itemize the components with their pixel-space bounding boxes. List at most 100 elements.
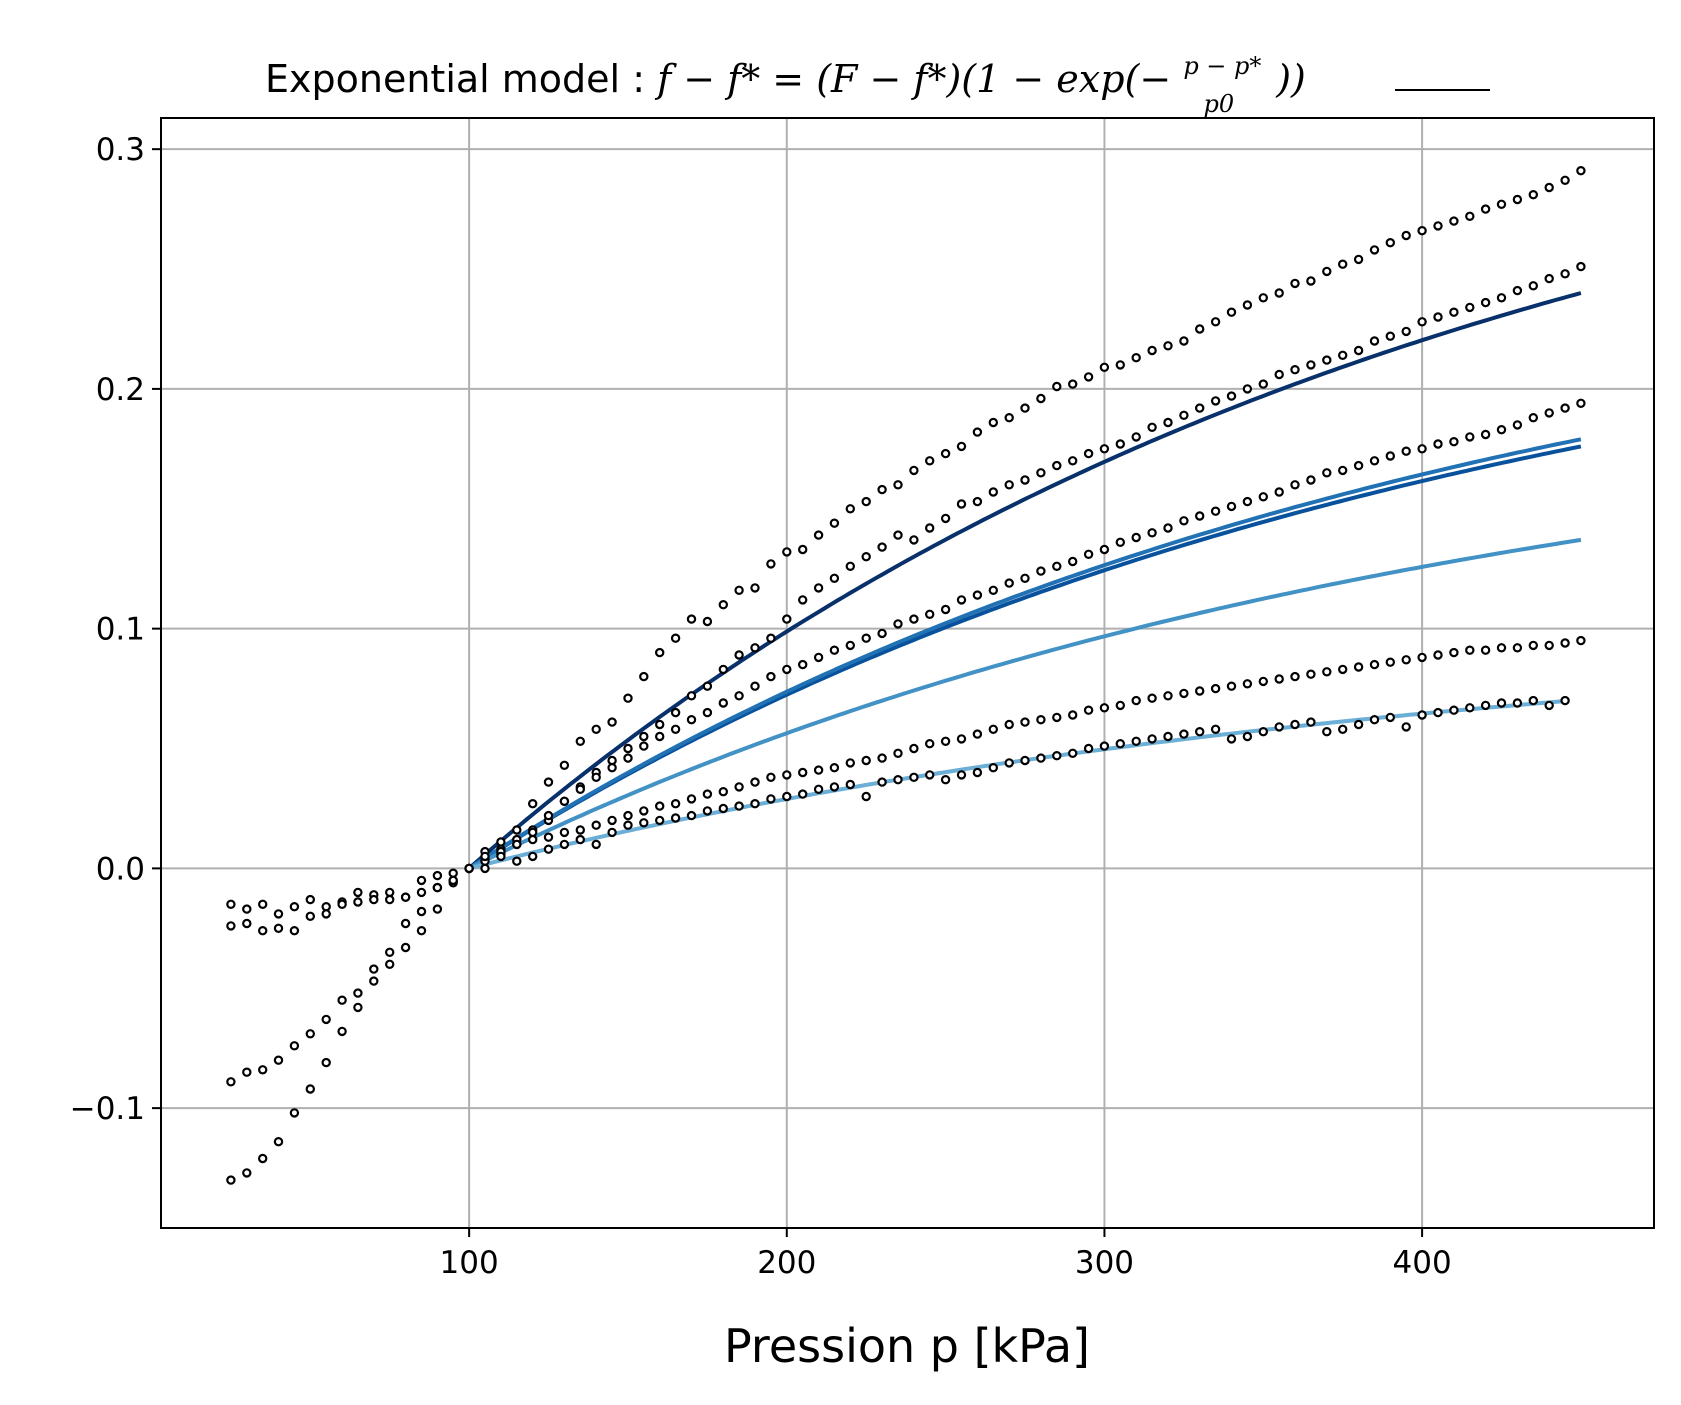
data-point [1099,741,1110,751]
data-point [1433,707,1443,718]
data-point [512,856,522,866]
data-point [559,839,570,850]
data-point [766,633,776,643]
data-point [1179,336,1189,346]
data-point [1465,211,1475,221]
data-point [289,926,300,936]
data-point [718,664,729,675]
data-point [893,480,903,490]
data-point [782,664,792,675]
data-point [1131,695,1141,706]
data-point [1147,734,1157,744]
data-point [655,815,665,826]
data-point [289,1041,300,1051]
data-point [575,736,586,747]
data-point [623,820,633,830]
data-point [861,552,871,562]
data-point [702,707,713,718]
data-point [1496,293,1507,303]
fit-curve [468,698,1569,871]
data-point [1417,652,1427,663]
data-point [416,926,427,936]
data-point [1576,635,1586,646]
data-point [1560,403,1570,413]
data-point [1052,751,1062,761]
data-point [591,820,601,830]
data-point [1242,300,1253,310]
data-point [877,628,887,639]
data-point [543,777,554,787]
data-point [718,803,729,814]
data-point [543,832,554,842]
data-point [1036,393,1046,404]
fit-curves [467,291,1582,871]
data-point [1369,659,1380,670]
data-point [1353,719,1364,730]
data-point [1210,396,1221,406]
data-point [845,640,856,651]
data-point [1052,712,1062,723]
data-point [1496,698,1507,708]
data-point [1353,254,1364,265]
data-point [972,496,983,507]
data-point [1337,465,1348,476]
data-point [432,904,443,914]
data-point [1258,727,1269,737]
x-axis: 100 200 300 400 [440,1228,1452,1281]
data-point [909,743,919,754]
data-point [925,770,935,780]
data-point [940,604,951,615]
data-point [1274,288,1284,298]
data-point [1099,544,1110,555]
data-point [1417,317,1427,327]
data-point [1401,655,1411,665]
data-point [670,707,681,718]
data-point [607,815,617,826]
data-point [782,547,792,557]
data-point [829,518,840,528]
data-point [1322,468,1332,478]
data-point [1306,360,1316,370]
data-point [1226,734,1237,744]
data-point [1242,679,1253,689]
data-point [1179,729,1189,739]
data-point [226,921,236,931]
data-point [1449,216,1459,226]
data-point [1226,501,1237,512]
data-point [1258,676,1269,687]
data-point [1131,532,1141,543]
data-point [1417,444,1427,454]
data-point [1067,379,1078,389]
data-point [940,448,951,459]
data-point [1067,556,1078,567]
data-point [1528,189,1539,200]
data-point [956,595,967,605]
data-point [750,799,760,809]
data-point [877,753,887,763]
data-point [1036,566,1046,576]
data-point [988,724,999,735]
x-tick-label: 400 [1393,1245,1452,1281]
data-point [1480,645,1491,655]
y-tick-label: −0.1 [70,1091,145,1127]
data-point [702,789,713,799]
y-axis: −0.1 0.0 0.1 0.2 0.3 [70,132,161,1127]
data-point [416,875,427,886]
data-point [353,887,363,898]
data-point [686,614,697,624]
data-point [686,715,697,725]
data-point [877,542,887,552]
data-point [829,763,840,773]
data-point [1465,645,1475,655]
data-point [1401,230,1411,241]
data-point [893,748,903,759]
data-point [988,487,999,497]
data-point [305,1084,315,1094]
data-point [1226,681,1237,691]
data-point [258,899,268,910]
data-point [1369,336,1380,346]
data-point [877,484,887,495]
data-point [1306,669,1316,679]
data-point [1083,372,1094,382]
data-point [639,671,649,682]
